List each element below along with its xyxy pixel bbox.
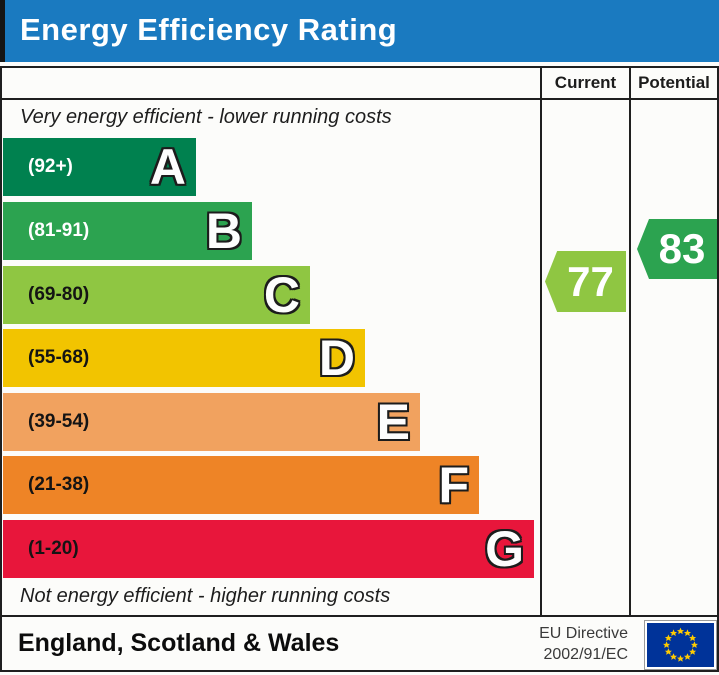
region-label: England, Scotland & Wales: [18, 629, 340, 657]
band-range-label: (81-91): [28, 220, 90, 241]
band-letter: D: [318, 330, 355, 386]
eu-directive-label: EU Directive 2002/91/EC: [470, 623, 628, 665]
note-not-efficient: Not energy efficient - higher running co…: [20, 585, 391, 607]
band-letter: B: [205, 203, 242, 259]
potential-column-divider: [629, 66, 631, 617]
current-column-divider: [540, 66, 542, 617]
current-rating-arrow: 77: [545, 251, 626, 312]
band-range-label: (21-38): [28, 474, 90, 495]
band-C: (69-80) C: [3, 266, 310, 324]
band-letter: F: [438, 457, 469, 513]
table-border-top: [0, 66, 719, 68]
band-G: (1-20) G: [3, 520, 534, 578]
band-range-label: (55-68): [28, 347, 90, 368]
eu-directive-line1: EU Directive: [539, 625, 628, 642]
band-range-label: (92+): [28, 156, 73, 177]
band-range-label: (39-54): [28, 411, 90, 432]
band-letter: E: [376, 394, 410, 450]
band-E: (39-54) E: [3, 393, 420, 451]
band-A: (92+) A: [3, 138, 196, 196]
band-letter: C: [263, 267, 300, 323]
band-range-label: (1-20): [28, 538, 79, 559]
table-border-right: [717, 66, 719, 672]
eu-directive-line2: 2002/91/EC: [543, 646, 628, 663]
band-letter: A: [149, 139, 186, 195]
band-letter: G: [485, 521, 524, 577]
eu-flag-icon: [644, 620, 717, 670]
potential-rating-value: 83: [658, 225, 706, 272]
potential-rating-arrow: 83: [637, 219, 717, 279]
column-header-potential: Potential: [638, 73, 710, 92]
note-very-efficient: Very energy efficient - lower running co…: [20, 106, 392, 128]
band-F: (21-38) F: [3, 456, 479, 514]
band-B: (81-91) B: [3, 202, 252, 260]
footer-row-divider: [0, 615, 719, 617]
column-header-current: Current: [554, 73, 617, 92]
title-bar: Energy Efficiency Rating: [0, 0, 719, 62]
table-border-bottom: [0, 670, 719, 672]
band-range-label: (69-80): [28, 284, 90, 305]
table-border-left: [0, 66, 2, 672]
page-title: Energy Efficiency Rating: [20, 12, 398, 47]
current-rating-value: 77: [567, 258, 614, 305]
band-D: (55-68) D: [3, 329, 365, 387]
header-row-divider: [0, 98, 719, 100]
